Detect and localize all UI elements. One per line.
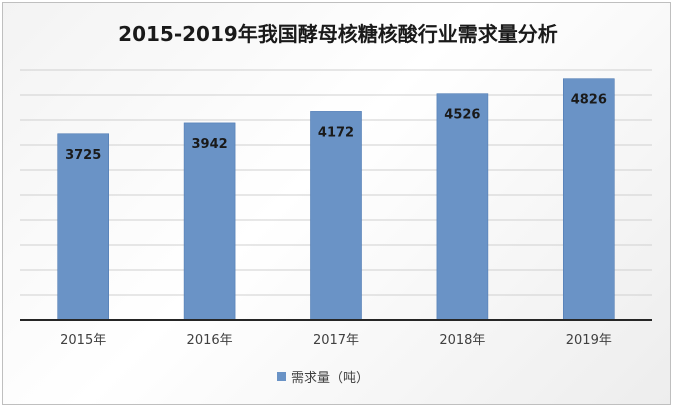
bar	[183, 122, 236, 321]
chart-title: 2015-2019年我国酵母核糖核酸行业需求量分析	[118, 22, 558, 46]
legend-label: 需求量（吨）	[291, 371, 369, 386]
x-tick-label: 2016年	[187, 333, 233, 348]
bar-data-labels: 3725 3942 4172 4526 4826	[65, 93, 607, 163]
bar-value-label: 4526	[444, 108, 480, 123]
x-tick-labels: 2015年 2016年 2017年 2018年 2019年	[60, 333, 612, 348]
bar-value-label: 3942	[192, 137, 228, 152]
bars	[57, 78, 615, 321]
bar	[57, 133, 110, 321]
bar-value-label: 4826	[571, 93, 607, 108]
bar	[436, 93, 489, 321]
x-tick-label: 2019年	[566, 333, 612, 348]
bar-value-label: 4172	[318, 125, 354, 140]
bar	[310, 111, 362, 321]
x-tick-label: 2018年	[439, 333, 485, 348]
legend-swatch	[277, 372, 286, 381]
legend: 需求量（吨）	[277, 371, 369, 386]
x-tick-label: 2017年	[313, 333, 359, 348]
x-tick-label: 2015年	[60, 333, 106, 348]
bar	[562, 78, 615, 321]
bar-value-label: 3725	[65, 148, 101, 163]
grid-lines	[20, 69, 652, 296]
